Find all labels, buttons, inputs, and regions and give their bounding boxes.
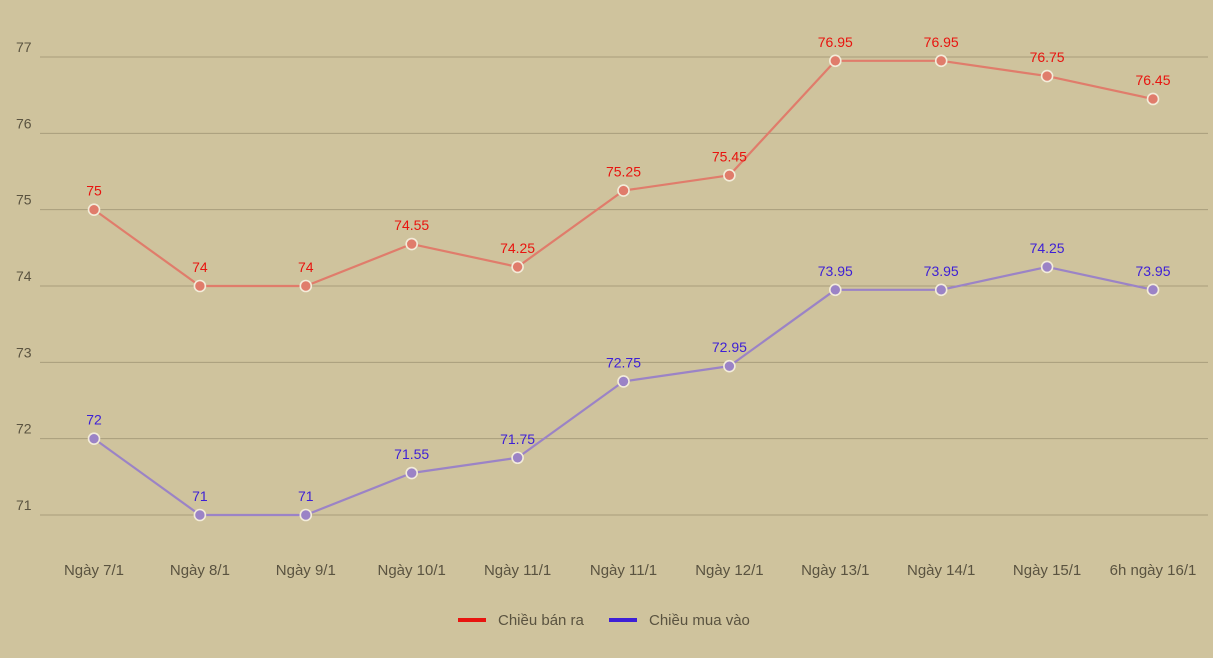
data-label: 73.95 — [924, 263, 959, 279]
data-point — [723, 169, 736, 182]
legend-item: Chiều bán ra — [458, 612, 585, 629]
data-point — [828, 54, 842, 68]
data-label: 72.75 — [606, 354, 641, 370]
data-label: 74.25 — [1030, 240, 1065, 256]
data-label: 73.95 — [1135, 263, 1170, 279]
series-group: 75 74 74 74.55 74.25 75.25 75.45 76.95 76.95 76.7… — [86, 34, 1171, 522]
data-point — [299, 508, 313, 522]
y-tick-label: 73 — [16, 344, 32, 360]
data-point — [1040, 260, 1054, 274]
x-tick-label: Ngày 12/1 — [695, 562, 763, 579]
data-point — [193, 279, 207, 293]
data-label: 72.95 — [712, 339, 747, 355]
x-tick-label: Ngày 7/1 — [64, 562, 124, 579]
data-label: 71.75 — [500, 431, 535, 447]
x-tick-label: Ngày 11/1 — [484, 562, 551, 579]
legend-item: Chiều mua vào — [609, 612, 750, 629]
data-label: 76.95 — [818, 34, 853, 50]
x-tick-label: Ngày 13/1 — [801, 562, 869, 579]
data-label: 74.25 — [500, 240, 535, 256]
y-axis-ticks: 71 72 73 74 75 76 77 — [16, 39, 32, 513]
series-sell: 75 74 74 74.55 74.25 75.25 75.45 76.95 76.95 76.7… — [86, 34, 1171, 293]
data-point — [193, 508, 207, 522]
y-tick-label: 71 — [16, 497, 32, 513]
x-tick-label: Ngày 14/1 — [907, 562, 975, 579]
data-label: 75 — [86, 183, 102, 199]
data-label: 75.45 — [712, 148, 747, 164]
data-label: 74.55 — [394, 217, 429, 233]
data-point — [405, 237, 419, 251]
data-point — [87, 203, 101, 216]
legend-label: Chiều mua vào — [649, 612, 750, 629]
data-label: 72 — [86, 412, 102, 428]
x-tick-label: Ngày 15/1 — [1013, 562, 1081, 579]
y-tick-label: 75 — [16, 192, 32, 208]
data-point — [1146, 92, 1160, 106]
data-point — [299, 279, 313, 293]
x-tick-label: Ngày 8/1 — [170, 562, 230, 579]
x-axis-ticks: Ngày 7/1 Ngày 8/1 Ngày 9/1 Ngày 10/1 Ngày 11… — [64, 562, 1196, 579]
data-label: 71 — [192, 488, 208, 504]
data-point — [934, 54, 948, 68]
y-tick-label: 76 — [16, 115, 32, 131]
data-label: 74 — [192, 259, 208, 275]
y-tick-label: 74 — [16, 268, 32, 284]
y-tick-label: 72 — [16, 421, 32, 437]
data-point — [1146, 283, 1160, 297]
data-label: 71.55 — [394, 446, 429, 462]
legend: Chiều bán ra Chiều mua vào — [458, 612, 750, 629]
data-point — [511, 260, 524, 274]
data-label: 76.75 — [1030, 49, 1065, 65]
data-point — [87, 432, 101, 445]
legend-label: Chiều bán ra — [498, 612, 585, 629]
data-label: 75.25 — [606, 164, 641, 180]
series-line — [93, 265, 1154, 517]
series-buy: 72 71 71 71.55 71.75 72.75 72.95 73.95 73.95 74.2… — [86, 240, 1171, 522]
data-point — [723, 359, 736, 373]
data-point — [405, 466, 419, 480]
y-tick-label: 77 — [16, 39, 32, 55]
data-point — [1040, 69, 1054, 83]
data-point — [828, 283, 842, 297]
data-label: 76.95 — [924, 34, 959, 50]
x-tick-label: Ngày 11/1 — [590, 562, 657, 579]
x-tick-label: Ngày 10/1 — [378, 562, 446, 579]
x-tick-label: Ngày 9/1 — [276, 562, 336, 579]
data-label: 76.45 — [1135, 72, 1170, 88]
data-point — [511, 451, 524, 465]
data-label: 71 — [298, 488, 314, 504]
data-label: 74 — [298, 259, 314, 275]
x-tick-label: 6h ngày 16/1 — [1110, 562, 1197, 579]
data-label: 73.95 — [818, 263, 853, 279]
data-point — [617, 375, 630, 388]
data-point — [934, 283, 948, 297]
data-point — [617, 184, 630, 197]
